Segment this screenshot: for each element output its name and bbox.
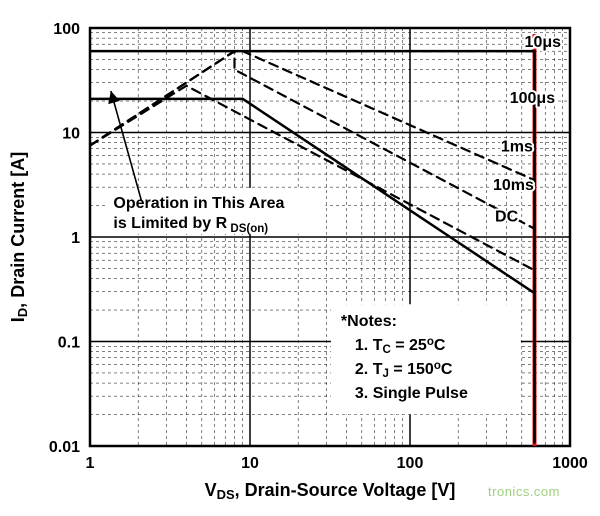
anno-line1: Operation in This Area — [113, 195, 284, 212]
x-tick-label: 1000 — [552, 455, 588, 472]
svg-text:DC: DC — [495, 208, 519, 225]
curve-label-1ms: 1ms1ms — [501, 139, 533, 156]
curve-label-100us: 100μs100μs — [510, 90, 555, 107]
x-tick-label: 100 — [397, 455, 424, 472]
x-axis-title: VDS, Drain-Source Voltage [V] — [205, 480, 456, 502]
y-tick-label: 0.1 — [58, 335, 80, 352]
y-tick-label: 100 — [53, 21, 80, 38]
y-tick-label: 10 — [62, 126, 80, 143]
curve-label-DC: DCDC — [495, 208, 519, 225]
svg-text:10μs: 10μs — [525, 34, 562, 51]
curve-label-10ms: 10ms10ms — [493, 177, 534, 194]
x-tick-label: 10 — [241, 455, 259, 472]
svg-text:10ms: 10ms — [493, 177, 534, 194]
y-tick-label: 1 — [71, 230, 80, 247]
y-tick-label: 0.01 — [49, 439, 80, 456]
curve-label-10us: 10μs10μs — [525, 34, 562, 51]
svg-text:1ms: 1ms — [501, 139, 533, 156]
y-axis-title: ID, Drain Current [A] — [8, 152, 30, 322]
notes-line: 3. Single Pulse — [355, 385, 468, 402]
watermark: tronics.com — [488, 484, 560, 499]
x-tick-label: 1 — [86, 455, 95, 472]
notes-title: *Notes: — [341, 313, 397, 330]
svg-text:100μs: 100μs — [510, 90, 555, 107]
